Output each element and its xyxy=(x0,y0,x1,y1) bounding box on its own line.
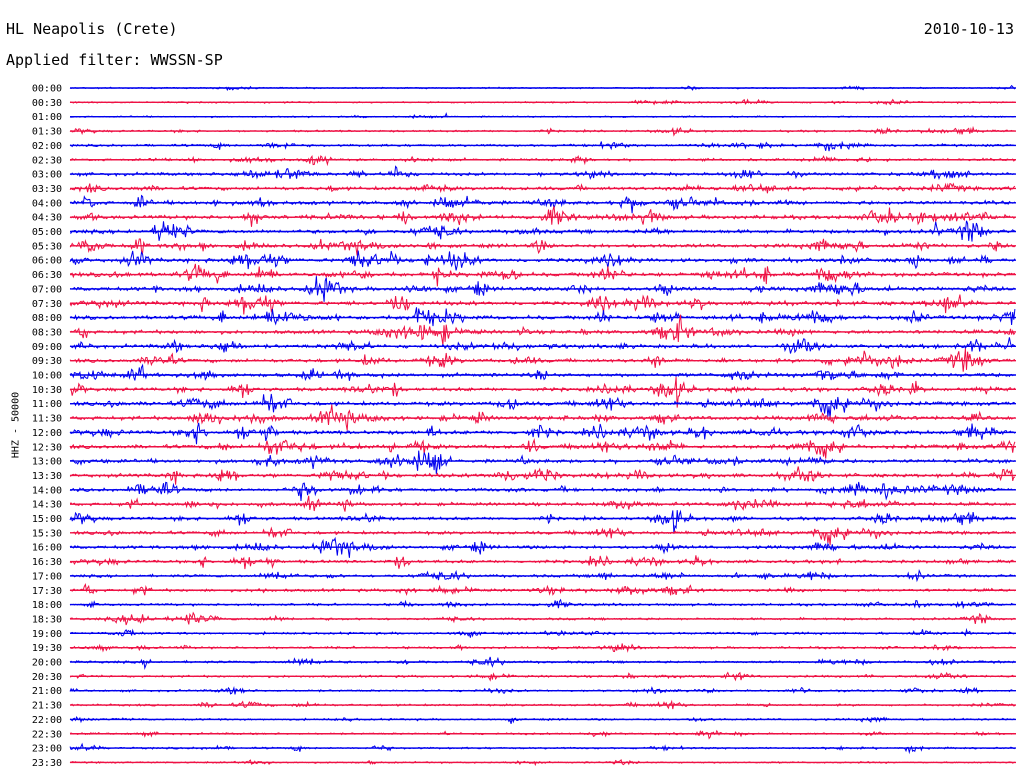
row-tick-label: 13:30 xyxy=(32,471,62,482)
row-tick-label: 11:30 xyxy=(32,414,62,425)
trace-1530 xyxy=(70,526,1016,546)
row-tick-label: 14:30 xyxy=(32,500,62,511)
row-tick-label: 00:00 xyxy=(32,84,62,95)
row-tick-label: 17:30 xyxy=(32,586,62,597)
row-tick-label: 20:00 xyxy=(32,658,62,669)
tick-label-group: 00:00 00:30 01:00 01:30 02:00 02:30 03:00 03:30… xyxy=(32,84,62,769)
trace-0530 xyxy=(69,238,1015,256)
trace-1400 xyxy=(69,481,1016,501)
row-tick-label: 02:00 xyxy=(32,141,62,152)
trace-1600 xyxy=(69,536,1016,558)
row-tick-label: 08:00 xyxy=(32,313,62,324)
row-tick-label: 12:30 xyxy=(32,442,62,453)
trace-1000 xyxy=(69,363,1016,382)
station-title: HL Neapolis (Crete) xyxy=(6,20,178,38)
trace-1200 xyxy=(69,422,1016,445)
date-label: 2010-10-13 xyxy=(923,20,1014,38)
trace-2230 xyxy=(69,729,1016,740)
row-tick-label: 18:00 xyxy=(32,600,62,611)
row-tick-label: 04:30 xyxy=(32,213,62,224)
row-tick-label: 08:30 xyxy=(32,327,62,338)
row-tick-label: 17:00 xyxy=(32,571,62,582)
row-tick-label: 03:00 xyxy=(32,170,62,181)
trace-1100 xyxy=(70,393,1016,420)
trace-2200 xyxy=(69,715,1016,724)
row-tick-label: 04:00 xyxy=(32,198,62,209)
row-tick-label: 22:00 xyxy=(32,715,62,726)
filter-label: Applied filter: WWSSN-SP xyxy=(6,51,223,69)
trace-0800 xyxy=(69,307,1016,327)
row-tick-label: 16:00 xyxy=(32,543,62,554)
row-tick-label: 09:00 xyxy=(32,342,62,353)
row-tick-label: 06:00 xyxy=(32,256,62,267)
row-tick-label: 07:30 xyxy=(32,299,62,310)
row-tick-label: 15:00 xyxy=(32,514,62,525)
row-tick-label: 07:00 xyxy=(32,284,62,295)
row-tick-label: 09:30 xyxy=(32,356,62,367)
row-tick-label: 05:30 xyxy=(32,241,62,252)
row-tick-label: 11:00 xyxy=(32,399,62,410)
trace-0400 xyxy=(69,194,1016,214)
row-tick-label: 22:30 xyxy=(32,729,62,740)
row-tick-label: 03:30 xyxy=(32,184,62,195)
row-tick-label: 05:00 xyxy=(32,227,62,238)
row-tick-label: 23:30 xyxy=(32,758,62,769)
row-tick-label: 20:30 xyxy=(32,672,62,683)
trace-1230 xyxy=(69,438,1016,459)
row-tick-label: 01:00 xyxy=(32,112,62,123)
row-tick-label: 18:30 xyxy=(32,614,62,625)
row-tick-label: 19:30 xyxy=(32,643,62,654)
row-tick-label: 10:30 xyxy=(32,385,62,396)
row-tick-label: 14:00 xyxy=(32,485,62,496)
trace-0100 xyxy=(69,112,1015,120)
row-tick-label: 01:30 xyxy=(32,127,62,138)
row-tick-label: 15:30 xyxy=(32,528,62,539)
trace-0300 xyxy=(69,165,1016,180)
row-tick-label: 21:30 xyxy=(32,701,62,712)
row-tick-label: 13:00 xyxy=(32,457,62,468)
row-tick-label: 21:00 xyxy=(32,686,62,697)
row-tick-label: 06:30 xyxy=(32,270,62,281)
row-tick-label: 16:30 xyxy=(32,557,62,568)
trace-1500 xyxy=(69,509,1016,534)
trace-1300 xyxy=(69,450,1016,474)
row-tick-label: 12:00 xyxy=(32,428,62,439)
row-tick-label: 19:00 xyxy=(32,629,62,640)
row-tick-label: 23:00 xyxy=(32,744,62,755)
trace-0900 xyxy=(69,337,1016,354)
row-tick-label: 02:30 xyxy=(32,155,62,166)
trace-0730 xyxy=(69,294,1015,315)
trace-group xyxy=(69,84,1016,767)
trace-0200 xyxy=(69,140,1016,152)
row-tick-label: 00:30 xyxy=(32,98,62,109)
row-tick-label: 10:00 xyxy=(32,371,62,382)
